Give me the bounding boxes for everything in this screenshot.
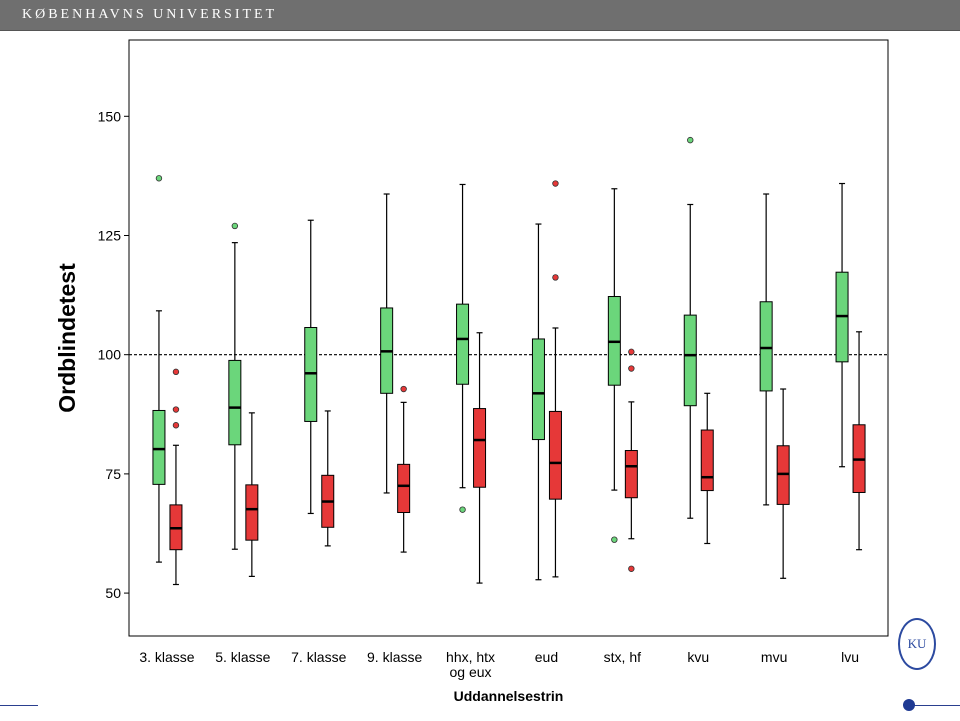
x-tick-label: eud: [535, 649, 558, 665]
box: [683, 314, 697, 407]
outlier-point: [155, 175, 163, 182]
outlier-point: [459, 506, 466, 513]
outlier-point: [172, 422, 180, 429]
footer-line-left: [0, 705, 38, 706]
outlier-point: [687, 136, 694, 144]
box: [759, 301, 773, 392]
box: [548, 410, 562, 500]
x-tick-label: 3. klasse: [139, 649, 194, 665]
y-tick-label: 150: [98, 108, 122, 124]
footer-dot: [903, 699, 915, 711]
outlier-point: [400, 385, 407, 393]
x-tick-label: 9. klasse: [367, 649, 422, 665]
x-tick-label: lvu: [841, 649, 859, 665]
box: [152, 409, 166, 485]
university-name: KØBENHAVNS UNIVERSITET: [22, 7, 278, 22]
x-tick-label: kvu: [687, 649, 709, 665]
x-tick-label: hhx, htx: [446, 649, 495, 665]
university-seal-logo: KU: [898, 618, 936, 670]
x-tick-label: 5. klasse: [215, 649, 270, 665]
y-tick-label: 75: [105, 466, 121, 482]
box: [531, 338, 545, 441]
box: [624, 450, 638, 499]
outlier-point: [172, 406, 180, 413]
box: [228, 359, 242, 446]
y-axis-title: Ordblindetest: [54, 263, 80, 413]
y-tick-label: 100: [98, 347, 122, 363]
outlier-point: [628, 365, 635, 372]
outlier-point: [172, 368, 180, 376]
box: [700, 429, 714, 492]
header-bar: KØBENHAVNS UNIVERSITET: [0, 0, 960, 31]
footer-line-right: [912, 705, 960, 706]
x-tick-label: og eux: [450, 664, 492, 680]
box: [397, 463, 411, 514]
outlier-point: [231, 222, 239, 230]
x-axis-title: Uddannelsestrin: [454, 688, 564, 704]
y-tick-label: 50: [105, 585, 121, 601]
y-tick-label: 125: [98, 227, 122, 243]
box: [456, 303, 470, 385]
x-tick-label: mvu: [761, 649, 787, 665]
x-tick-label: stx, hf: [604, 649, 641, 665]
outlier-point: [611, 536, 618, 543]
plot-frame: [128, 39, 889, 637]
x-tick-label: 7. klasse: [291, 649, 346, 665]
box: [473, 408, 487, 488]
outlier-point: [552, 274, 559, 281]
box: [245, 484, 259, 541]
outlier-point: [552, 180, 559, 187]
outlier-point: [628, 348, 635, 356]
outlier-point: [628, 565, 635, 572]
